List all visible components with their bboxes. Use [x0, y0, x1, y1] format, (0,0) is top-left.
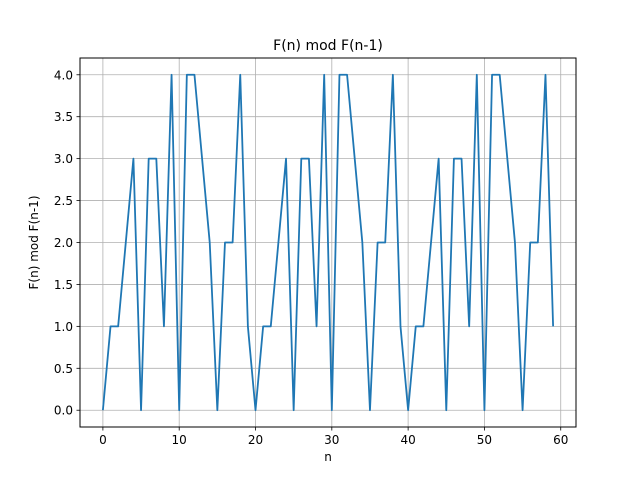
y-tick-label: 4.0	[54, 68, 73, 82]
y-tick-label: 3.0	[54, 152, 73, 166]
chart-title: F(n) mod F(n-1)	[273, 38, 383, 54]
x-tick-label: 10	[172, 433, 187, 447]
x-axis-label: n	[324, 450, 332, 464]
y-tick-label: 1.0	[54, 320, 73, 334]
grid	[80, 58, 576, 427]
y-tick-label: 1.5	[54, 278, 73, 292]
y-tick-label: 0.0	[54, 404, 73, 418]
x-tick-label: 40	[400, 433, 415, 447]
series-line	[101, 73, 555, 412]
x-tick-label: 60	[553, 433, 568, 447]
y-tick-label: 0.5	[54, 362, 73, 376]
x-tick-label: 50	[477, 433, 492, 447]
y-tick-label: 2.5	[54, 194, 73, 208]
y-axis-label: F(n) mod F(n-1)	[27, 196, 41, 290]
x-tick-label: 20	[248, 433, 263, 447]
y-tick-label: 2.0	[54, 236, 73, 250]
x-tick-label: 0	[99, 433, 107, 447]
series-layer	[101, 73, 555, 412]
x-tick-label: 30	[324, 433, 339, 447]
y-tick-label: 3.5	[54, 110, 73, 124]
x-axis: 0 10 20 30 40 50 60	[99, 427, 568, 447]
y-axis: 0.0 0.5 1.0 1.5 2.0 2.5 3.0 3.5 4.0	[54, 68, 80, 418]
